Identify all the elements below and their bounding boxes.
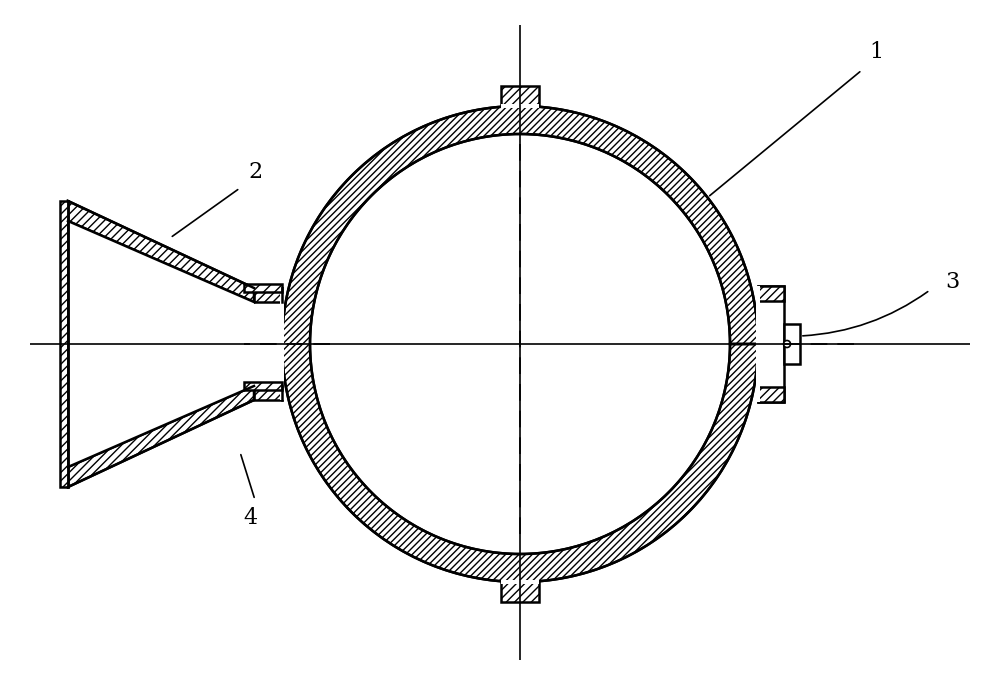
Bar [280, 288, 284, 400]
Bar [501, 582, 539, 602]
Bar [501, 580, 539, 584]
Bar [244, 382, 282, 390]
Circle shape [784, 341, 790, 348]
Bar [254, 386, 282, 400]
Text: 4: 4 [243, 507, 257, 529]
Bar [244, 284, 282, 292]
Text: 2: 2 [249, 161, 263, 183]
Bar [60, 201, 68, 487]
Polygon shape [68, 221, 254, 467]
Polygon shape [282, 106, 758, 582]
Bar [758, 286, 784, 402]
Bar [501, 104, 539, 108]
Bar [756, 286, 760, 402]
Text: 1: 1 [869, 41, 883, 63]
Polygon shape [68, 201, 254, 302]
Bar [254, 288, 282, 302]
Text: 3: 3 [945, 271, 959, 293]
Bar [501, 86, 539, 106]
Bar [758, 387, 784, 402]
Bar [784, 324, 800, 364]
Bar [758, 286, 784, 301]
Polygon shape [68, 386, 254, 487]
